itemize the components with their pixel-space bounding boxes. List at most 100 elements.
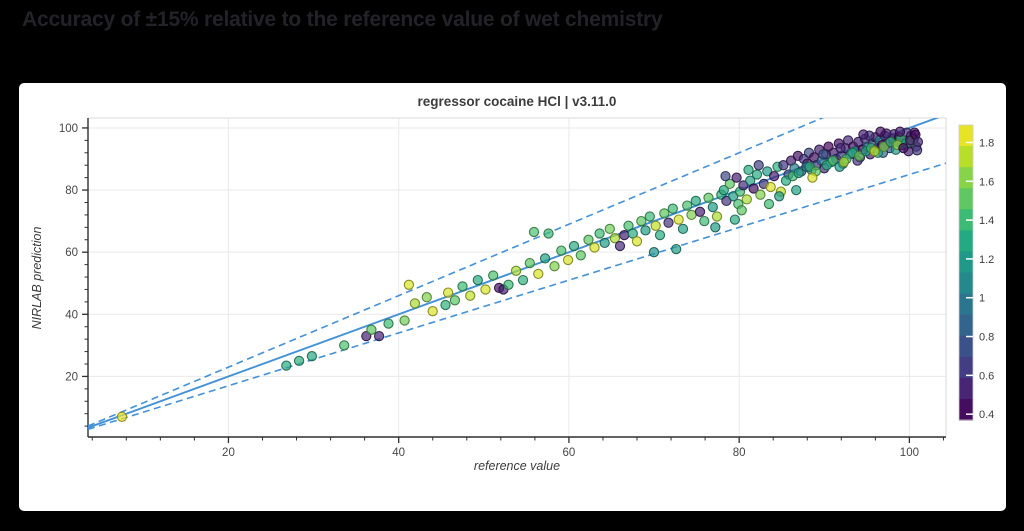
scatter-point: [589, 242, 600, 253]
scatter-point: [575, 250, 586, 261]
scatter-point: [403, 279, 415, 290]
colorbar-segment: [959, 356, 973, 379]
x-tick-label: 100: [900, 447, 919, 459]
scatter-point: [751, 169, 763, 180]
scatter-point: [631, 236, 643, 247]
scatter-point: [710, 222, 721, 233]
scatter-point: [609, 233, 621, 244]
scatter-point: [729, 214, 741, 225]
scatter-point: [724, 178, 735, 190]
scatter-point: [763, 198, 775, 210]
lower-tolerance-line: [88, 162, 946, 431]
colorbar-tick-label: 1.2: [979, 254, 994, 266]
x-axis-label: reference value: [473, 459, 561, 473]
scatter-point: [449, 295, 461, 306]
scatter-point: [731, 172, 742, 183]
scatter-point: [748, 183, 759, 194]
scatter-point: [677, 223, 689, 235]
scatter-point: [640, 225, 651, 236]
scatter-point: [293, 355, 305, 367]
scatter-point: [690, 195, 701, 207]
scatter-point: [373, 330, 385, 342]
colorbar-segment: [959, 125, 973, 147]
colorbar-tick-label: 1.8: [979, 137, 994, 149]
y-tick-label: 60: [65, 247, 78, 259]
colorbar: 0.4 0.6 0.8 1 1.2 1.4 1.6 1.8: [958, 124, 994, 421]
scatter-point: [736, 205, 747, 216]
scatter-point: [791, 184, 802, 196]
scatter-point: [778, 160, 789, 171]
colorbar-segment: [959, 335, 973, 358]
colorbar-segment: [959, 272, 973, 295]
colorbar-tick-label: 1.6: [979, 176, 994, 188]
scatter-point: [409, 298, 421, 309]
scatter-point: [281, 360, 292, 371]
scatter-point: [543, 228, 554, 239]
scatter-point: [682, 200, 693, 211]
scatter-point: [818, 149, 829, 160]
scatter-point: [594, 228, 605, 239]
scatter-point: [663, 217, 674, 228]
colorbar-segment: [959, 377, 973, 400]
scatter-point: [912, 136, 924, 148]
scatter-point: [741, 194, 752, 205]
scatter-point: [875, 126, 886, 137]
scatter-point: [480, 284, 491, 295]
colorbar-segment: [959, 398, 973, 421]
colorbar-segment: [959, 146, 973, 168]
scatter-point: [827, 155, 838, 166]
colorbar-tick-label: 0.4: [979, 409, 994, 421]
x-tick-label: 80: [733, 447, 746, 459]
scatter-point: [440, 299, 451, 311]
scatter-point: [835, 142, 846, 154]
page-title: Accuracy of ±15% relative to the referen…: [22, 8, 663, 31]
colorbar-tick-label: 1.4: [979, 215, 994, 227]
scatter-point: [869, 146, 880, 157]
scatter-point: [671, 243, 682, 255]
scatter-point: [528, 226, 540, 238]
x-tick-label: 20: [222, 447, 235, 459]
colorbar-segment: [959, 188, 973, 210]
scatter-point: [659, 208, 670, 219]
scatter-point: [604, 223, 615, 235]
scatter-point: [488, 270, 499, 281]
chart-panel: regressor cocaine HCl | v3.11.0 NIRLAB p…: [19, 83, 1006, 511]
scatter-point: [366, 324, 377, 335]
scatter-point: [524, 257, 535, 269]
scatter-point: [472, 274, 483, 286]
scatter-point: [539, 253, 551, 264]
y-tick-label: 40: [65, 309, 78, 321]
scatter-point: [517, 274, 529, 286]
scatter-point: [503, 279, 514, 290]
scatter-point: [667, 203, 678, 214]
scatter-point: [720, 170, 731, 182]
colorbar-outline: [958, 124, 974, 421]
x-tick-label: 60: [563, 447, 576, 459]
scatter-point: [686, 209, 697, 221]
scatter-point: [894, 126, 906, 137]
y-tick-label: 20: [65, 371, 78, 383]
scatter-point: [457, 281, 468, 292]
scatter-point: [898, 142, 909, 154]
scatter-point: [627, 228, 638, 239]
scatter-point: [644, 211, 655, 222]
upper-tolerance-line: [88, 118, 825, 427]
scatter-point: [427, 306, 438, 317]
scatter-point: [636, 215, 647, 227]
scatter-point: [510, 265, 522, 276]
scatter-point: [707, 201, 718, 213]
scatter-point: [619, 229, 630, 241]
scatter-point: [614, 240, 626, 252]
colorbar-tick-label: 1: [979, 293, 985, 305]
colorbar-segment: [959, 293, 973, 316]
scatter-point: [599, 237, 610, 249]
scatter-point: [703, 192, 714, 203]
scatter-point: [765, 181, 776, 193]
x-tick-label: 40: [392, 447, 405, 459]
scatter-point: [650, 220, 661, 231]
colorbar-segment: [959, 314, 973, 337]
scatter-point: [556, 245, 567, 256]
scatter-point: [711, 211, 723, 222]
scatter-point: [911, 145, 923, 156]
